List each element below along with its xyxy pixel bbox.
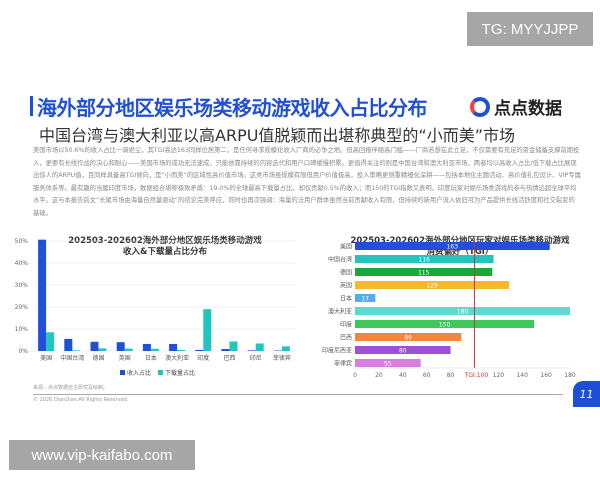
x-tick-label: 印度	[197, 354, 209, 362]
x-tick-label: 60	[423, 372, 431, 379]
bar-value-label: 55	[384, 361, 392, 368]
source-note: 来源：点点数据自主研究及绘制。	[33, 385, 109, 391]
tgi-bar	[355, 346, 451, 354]
x-tick-label: 日本	[145, 354, 157, 362]
title-accent-bar	[30, 96, 33, 116]
legend-swatch	[120, 370, 125, 375]
x-tick-label: 160	[540, 372, 552, 379]
bar-value-label: 116	[419, 257, 431, 264]
y-category-label: 印度尼西亚	[322, 347, 352, 355]
x-tick-label: 180	[564, 372, 576, 379]
bar-revenue	[38, 239, 47, 351]
right-chart-title: 202503-202602海外部分地区玩家对娱乐场类移动游戏 消费偏好（TGI）	[320, 236, 600, 258]
y-category-label: 巴西	[340, 335, 352, 342]
logo-icon	[470, 96, 490, 117]
x-tick-label: 澳大利亚	[165, 354, 189, 362]
bar-value-label: 80	[399, 348, 407, 355]
bar-revenue	[64, 338, 73, 351]
bar-revenue	[116, 342, 125, 351]
bar-downloads	[46, 332, 55, 351]
bar-value-label: 89	[404, 335, 412, 342]
y-tick-label: 0%	[18, 348, 28, 355]
legend-label: 下载量占比	[165, 369, 195, 377]
y-category-label: 英国	[340, 282, 352, 290]
legend-label: 收入占比	[127, 369, 151, 377]
y-tick-label: 30%	[15, 282, 29, 289]
y-category-label: 印度	[340, 321, 352, 329]
bar-revenue	[195, 349, 204, 351]
footer-divider	[33, 394, 563, 395]
left-chart-title-line2: 收入&下载量占比分布	[123, 247, 207, 257]
y-tick-label: 40%	[15, 260, 29, 267]
bar-value-label: 180	[457, 309, 469, 316]
x-tick-label: 20	[375, 372, 383, 379]
page-number: 11	[573, 381, 600, 407]
copyright: © 2026 DianDian.All Rights Reserved.	[33, 397, 129, 403]
bar-downloads	[203, 309, 212, 351]
tgi-bar	[355, 333, 462, 341]
bar-downloads	[177, 349, 186, 351]
site-watermark: www.vip-kaifabo.com	[9, 440, 195, 470]
x-tick-label: 0	[353, 372, 357, 379]
y-category-label: 德国	[340, 269, 352, 277]
x-tick-label: 40	[399, 372, 407, 379]
legend-swatch	[158, 370, 163, 375]
body-paragraph: 美国市场以50.6%的收入占比一骑绝尘，其TGI高达163同样位居第二，是任何寻…	[33, 147, 581, 217]
y-category-label: 美国	[340, 243, 352, 251]
x-tick-label: 德国	[92, 354, 104, 362]
bar-downloads	[98, 348, 107, 351]
right-chart-title-line2: 消费偏好（TGI）	[426, 247, 494, 257]
tgi-bar	[355, 242, 550, 250]
y-tick-label: 10%	[15, 326, 29, 333]
bar-value-label: 115	[418, 270, 430, 277]
logo: 点点数据	[470, 94, 562, 119]
right-chart-title-line1: 202503-202602海外部分地区玩家对娱乐场类移动游戏	[350, 236, 570, 246]
x-tick-label: 美国	[40, 354, 52, 362]
x-tick-label: 80	[447, 372, 455, 379]
bar-downloads	[229, 341, 238, 351]
tgi-bar	[355, 320, 535, 328]
x-tick-label: 菲律宾	[273, 354, 291, 362]
bar-value-label: 129	[426, 283, 438, 290]
logo-text: 点点数据	[494, 99, 562, 119]
x-tick-label: 140	[516, 372, 528, 379]
bar-value-label: 163	[447, 244, 459, 251]
bar-value-label: 17	[361, 296, 369, 303]
bar-downloads	[124, 348, 133, 351]
y-category-label: 菲律宾	[334, 360, 352, 368]
bar-revenue	[90, 341, 99, 351]
tgi-bar	[355, 268, 493, 276]
left-bar-chart: 0% 10% 20% 30% 40% 50% 美国 中国台湾 德国 英国 日本 澳大利亚 印度 巴西 印尼 菲…	[15, 238, 295, 377]
tg-watermark: TG: MYYJJPP	[467, 12, 593, 46]
y-category-label: 澳大利亚	[328, 308, 352, 316]
bar-value-label: 150	[439, 322, 451, 329]
x-tick-label: 中国台湾	[60, 354, 84, 362]
bar-revenue	[221, 349, 230, 351]
bar-downloads	[150, 348, 159, 351]
tgi-bar	[355, 359, 421, 367]
bar-revenue	[169, 343, 178, 351]
y-category-label: 中国台湾	[328, 256, 352, 264]
bar-revenue	[247, 350, 256, 351]
tgi-bar	[355, 281, 510, 289]
x-tick-label: 120	[493, 372, 505, 379]
page-title: 海外部分地区娱乐场类移动游戏收入占比分布	[37, 96, 428, 120]
bar-downloads	[281, 346, 290, 351]
bar-downloads	[255, 343, 264, 351]
y-tick-label: 20%	[15, 304, 29, 311]
x-tick-label: 印尼	[250, 355, 262, 362]
tgi-bar	[355, 294, 376, 302]
tgi-bar	[355, 255, 494, 263]
bar-revenue	[142, 343, 151, 351]
page-subtitle: 中国台湾与澳大利亚以高ARPU值脱颖而出堪称典型的“小而美”市场	[39, 126, 516, 145]
x-tick-label: 英国	[119, 354, 131, 362]
y-tick-label: 50%	[15, 238, 29, 245]
bar-downloads	[72, 350, 81, 351]
right-tgi-chart: 163 美国 116 中国台湾 115 德国 129 英国 17 日本 180 澳大利亚 150 印度 89…	[322, 238, 576, 379]
tgi-reference-label: TGI:100	[464, 372, 489, 379]
x-tick-label: 巴西	[223, 355, 235, 362]
y-category-label: 日本	[340, 295, 352, 303]
tgi-bar	[355, 307, 570, 315]
